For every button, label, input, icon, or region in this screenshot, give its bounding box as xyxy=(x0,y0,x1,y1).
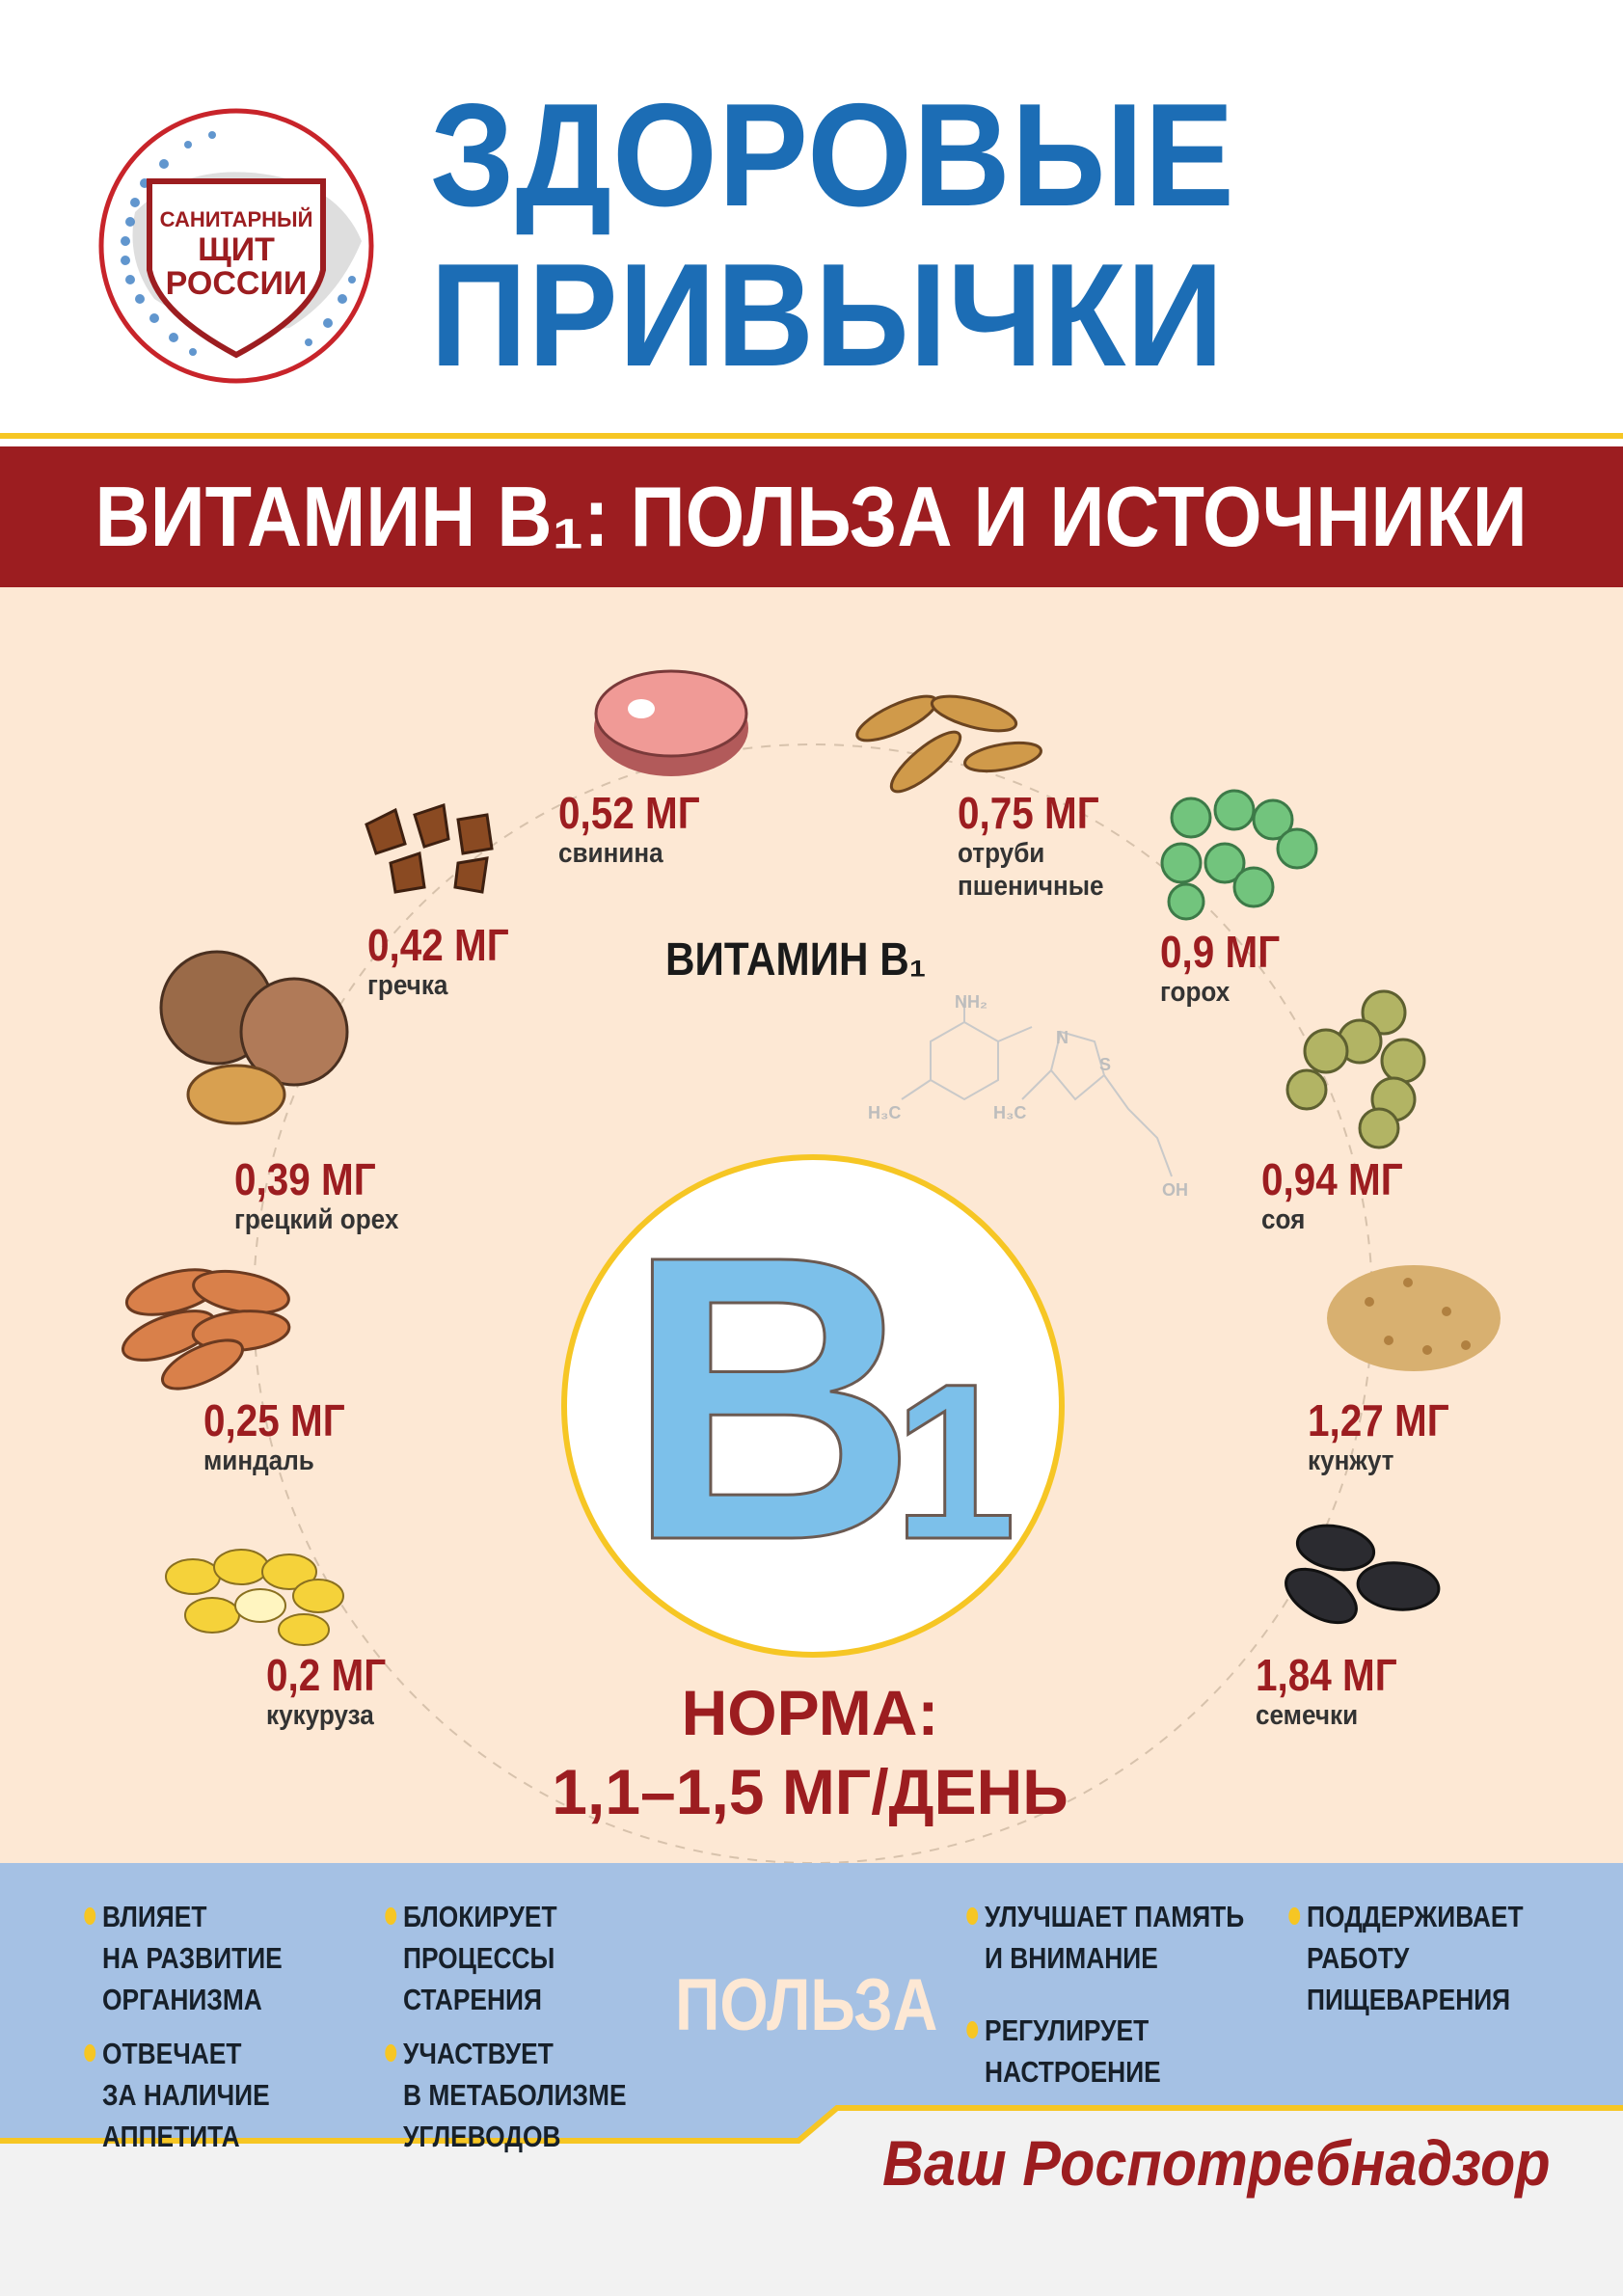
food-name: семечки xyxy=(1256,1700,1359,1731)
title-line-2: ПРИВЫЧКИ xyxy=(430,233,1225,397)
title-line-1: ЗДОРОВЫЕ xyxy=(430,73,1235,237)
banner: ВИТАМИН B₁: ПОЛЬЗА И ИСТОЧНИКИ xyxy=(0,446,1623,587)
food-value: 0,39 МГ xyxy=(234,1154,376,1204)
sunflower-seeds-image xyxy=(1285,1524,1441,1625)
benefit-item: БЛОКИРУЕТ ПРОЦЕССЫ СТАРЕНИЯ xyxy=(385,1896,557,2020)
benefit-item: ОТВЕЧАЕТ ЗА НАЛИЧИЕ АППЕТИТА xyxy=(84,2033,270,2157)
benefits-heading: ПОЛЬЗА xyxy=(675,1964,938,2046)
svg-text:H₃C: H₃C xyxy=(993,1103,1026,1122)
food-corn: 0,2 МГ кукуруза xyxy=(266,1651,402,1732)
almond-image xyxy=(122,1268,291,1391)
food-buckwheat: 0,42 МГ гречка xyxy=(367,921,528,1002)
food-name: пшеничные xyxy=(958,871,1104,902)
pork-image xyxy=(594,669,748,776)
thiamine-molecule: NH₂ H₃C H₃C N S OH xyxy=(868,992,1188,1200)
food-name: горох xyxy=(1160,977,1231,1008)
banner-title: ВИТАМИН B₁: ПОЛЬЗА И ИСТОЧНИКИ xyxy=(95,469,1528,564)
food-walnut: 0,39 МГ грецкий орех xyxy=(234,1155,417,1236)
norm-value: 1,1–1,5 МГ/ДЕНЬ xyxy=(552,1756,1068,1827)
benefit-item: ПОДДЕРЖИВАЕТ РАБОТУ ПИЩЕВАРЕНИЯ xyxy=(1288,1896,1524,2020)
svg-text:S: S xyxy=(1099,1055,1111,1074)
soy-image xyxy=(1285,989,1426,1149)
signature: Ваш Роспотребнадзор xyxy=(882,2127,1551,2199)
food-name: кукуруза xyxy=(266,1700,374,1731)
food-sesame: 1,27 МГ кунжут xyxy=(1308,1396,1469,1477)
food-wheat-bran: 0,75 МГ отруби пшеничные xyxy=(958,789,1120,903)
page-title: ЗДОРОВЫЕ ПРИВЫЧКИ xyxy=(430,75,1235,395)
food-value: 1,84 МГ xyxy=(1256,1650,1397,1700)
svg-text:N: N xyxy=(1056,1028,1068,1047)
logo-sanitary-shield: САНИТАРНЫЙ ЩИТ РОССИИ xyxy=(98,108,374,384)
b-letter: B xyxy=(625,1173,917,1625)
sesame-image xyxy=(1327,1265,1501,1371)
sources-graphics: NH₂ H₃C H₃C N S OH B 1 xyxy=(122,669,1501,1864)
food-value: 0,25 МГ xyxy=(203,1395,345,1445)
food-value: 0,42 МГ xyxy=(367,920,509,970)
food-name: свинина xyxy=(558,838,663,869)
peas-image xyxy=(1160,789,1318,921)
food-value: 0,52 МГ xyxy=(558,788,700,838)
benefit-item: УЧАСТВУЕТ В МЕТАБОЛИЗМЕ УГЛЕВОДОВ xyxy=(385,2033,627,2157)
svg-text:H₃C: H₃C xyxy=(868,1103,901,1122)
vitamin-label: ВИТАМИН B₁ xyxy=(665,934,927,986)
food-value: 0,94 МГ xyxy=(1261,1154,1403,1204)
food-name: грецкий орех xyxy=(234,1204,399,1235)
svg-text:NH₂: NH₂ xyxy=(955,992,987,1012)
footer-shape xyxy=(0,2105,1623,2296)
svg-text:ЩИТ: ЩИТ xyxy=(198,231,275,268)
food-value: 1,27 МГ xyxy=(1308,1395,1449,1445)
daily-norm: НОРМА: 1,1–1,5 МГ/ДЕНЬ xyxy=(521,1673,1099,1831)
food-value: 0,9 МГ xyxy=(1160,927,1281,977)
food-value: 0,75 МГ xyxy=(958,788,1099,838)
divider xyxy=(0,433,1623,439)
corn-image xyxy=(165,1549,344,1646)
food-value: 0,2 МГ xyxy=(266,1650,387,1700)
benefit-item: РЕГУЛИРУЕТ НАСТРОЕНИЕ xyxy=(966,2010,1161,2093)
food-name: отруби xyxy=(958,838,1045,869)
food-peas: 0,9 МГ горох xyxy=(1160,928,1296,1009)
benefit-item: ВЛИЯЕТ НА РАЗВИТИЕ ОРГАНИЗМА xyxy=(84,1896,283,2020)
wheat-bran-image xyxy=(855,694,1042,794)
food-almond: 0,25 МГ миндаль xyxy=(203,1396,365,1477)
buckwheat-image xyxy=(365,803,494,894)
food-soy: 0,94 МГ соя xyxy=(1261,1155,1422,1236)
norm-label: НОРМА: xyxy=(681,1677,939,1748)
food-name: кунжут xyxy=(1308,1445,1394,1476)
food-name: гречка xyxy=(367,970,448,1001)
food-pork: 0,52 МГ свинина xyxy=(558,789,719,870)
food-sunflower-seeds: 1,84 МГ семечки xyxy=(1256,1651,1417,1732)
b1-circle xyxy=(561,1154,1065,1658)
food-name: миндаль xyxy=(203,1445,314,1476)
svg-text:РОССИИ: РОССИИ xyxy=(166,265,308,302)
benefit-item: УЛУЧШАЕТ ПАМЯТЬ И ВНИМАНИЕ xyxy=(966,1896,1244,1979)
food-name: соя xyxy=(1261,1204,1306,1235)
svg-text:САНИТАРНЫЙ: САНИТАРНЫЙ xyxy=(160,207,313,231)
benefits-panel xyxy=(0,1863,1623,2143)
svg-text:OH: OH xyxy=(1162,1180,1188,1200)
walnut-image xyxy=(159,950,349,1125)
digit-one: 1 xyxy=(893,1337,1016,1585)
